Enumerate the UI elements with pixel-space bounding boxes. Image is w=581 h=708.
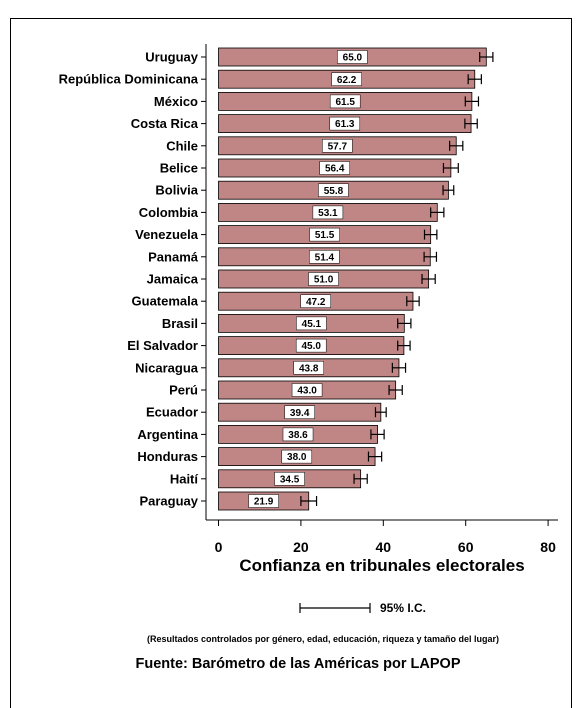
axes: 0 20 40 60 80 <box>201 44 558 555</box>
x-tick-label: 80 <box>540 539 556 555</box>
data-label: 57.7 <box>328 141 348 152</box>
data-label-box <box>300 294 331 308</box>
data-label-box <box>309 250 340 264</box>
category-label: Jamaica <box>147 272 199 287</box>
x-tick-label: 0 <box>215 539 223 555</box>
x-tick-label: 20 <box>293 539 309 555</box>
data-label-box <box>322 139 353 153</box>
category-label: Bolivia <box>155 183 198 198</box>
category-label: Perú <box>169 383 198 398</box>
category-label: Venezuela <box>135 227 199 242</box>
data-label-box <box>337 50 368 64</box>
data-label: 45.0 <box>301 341 321 352</box>
data-label: 53.1 <box>318 208 338 219</box>
category-label: Brasil <box>162 316 198 331</box>
category-label: Ecuador <box>146 405 198 420</box>
data-label-box <box>282 427 314 442</box>
category-label: Costa Rica <box>131 116 199 131</box>
category-label: Paraguay <box>139 494 198 509</box>
data-label: 55.8 <box>324 186 344 197</box>
category-label: República Dominicana <box>59 72 199 87</box>
data-label-box <box>329 94 361 109</box>
data-label-box <box>293 361 324 375</box>
category-label: Haití <box>170 471 199 486</box>
data-label: 51.5 <box>315 230 335 241</box>
source-note: Fuente: Barómetro de las Américas por LA… <box>136 656 461 672</box>
category-label: Colombia <box>139 205 199 220</box>
data-label-box <box>312 205 344 220</box>
chart-frame <box>10 18 572 708</box>
category-labels: Uruguay República Dominicana México Costa R… <box>59 50 199 509</box>
data-label-box <box>281 449 313 464</box>
data-label-box <box>284 405 315 419</box>
data-label: 43.0 <box>297 386 317 397</box>
data-label: 65.0 <box>343 53 363 64</box>
data-label: 38.6 <box>288 430 308 441</box>
x-tick-label: 40 <box>376 539 392 555</box>
data-label-box <box>329 116 361 131</box>
footnote: (Resultados controlados por género, edad… <box>147 634 499 644</box>
data-label-box <box>319 161 350 175</box>
category-label: México <box>154 94 198 109</box>
category-label: Chile <box>166 138 198 153</box>
ci-legend: 95% I.C. <box>299 601 426 615</box>
category-label: Argentina <box>137 427 198 442</box>
ci-legend-label: 95% I.C. <box>380 601 426 615</box>
data-label: 61.5 <box>335 97 355 108</box>
category-label: Uruguay <box>145 50 199 65</box>
category-label: Nicaragua <box>135 360 199 375</box>
data-label: 47.2 <box>306 297 326 308</box>
data-label-box <box>308 272 339 286</box>
category-label: El Salvador <box>127 338 198 353</box>
data-label: 38.0 <box>287 452 307 463</box>
data-label: 62.2 <box>337 75 357 86</box>
data-label: 51.4 <box>315 252 335 263</box>
data-label: 61.3 <box>335 119 355 130</box>
data-label-box <box>309 227 340 242</box>
data-label-box <box>291 383 323 397</box>
category-label: Honduras <box>137 449 198 464</box>
data-label: 34.5 <box>280 474 300 485</box>
category-label: Guatemala <box>132 294 199 309</box>
bars: 65.0 62.2 61.5 61.3 57.7 56.4 55.8 53.1 51.5 51.4… <box>218 47 494 511</box>
category-label: Panamá <box>148 249 199 264</box>
data-label-box <box>295 338 327 353</box>
data-label: 56.4 <box>325 164 345 175</box>
data-label-box <box>318 183 349 197</box>
data-label: 21.9 <box>254 497 274 508</box>
x-axis-label: Confianza en tribunales electorales <box>239 556 524 575</box>
data-label-box <box>296 316 327 331</box>
data-label-box <box>274 472 305 486</box>
x-tick-label: 60 <box>458 539 474 555</box>
category-label: Belice <box>160 161 198 176</box>
data-label: 51.0 <box>314 275 334 286</box>
data-label-box <box>331 72 362 86</box>
data-label: 43.8 <box>299 363 319 374</box>
data-label: 39.4 <box>290 408 310 419</box>
data-label-box <box>248 494 279 508</box>
data-label: 45.1 <box>302 319 322 330</box>
